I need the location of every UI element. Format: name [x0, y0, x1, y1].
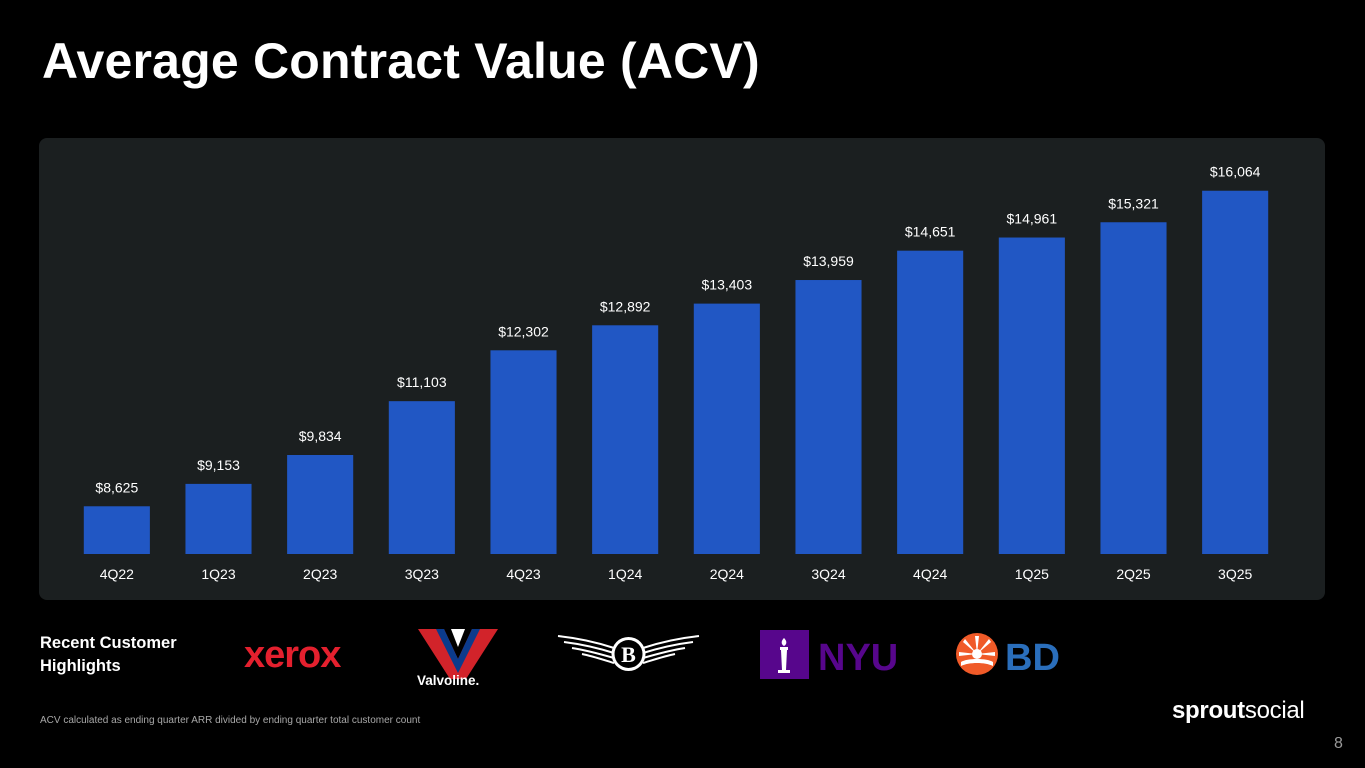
data-label-3Q25: $16,064 [1210, 164, 1261, 180]
x-tick-3Q23: 3Q23 [405, 566, 439, 582]
acv-bar-chart: $8,625 4Q22 $9,153 1Q23 $9,834 2Q23 $11,103 3Q2… [83, 164, 1269, 582]
data-label-3Q23: $11,103 [397, 374, 447, 390]
bar-4Q24 [897, 250, 964, 554]
data-label-2Q25: $15,321 [1108, 195, 1159, 211]
data-label-4Q23: $12,302 [498, 323, 549, 339]
bar-3Q25 [1202, 190, 1269, 554]
brand-light-text: social [1244, 697, 1305, 724]
x-tick-1Q24: 1Q24 [608, 566, 642, 582]
bar-3Q23 [388, 401, 455, 554]
x-tick-4Q24: 4Q24 [913, 566, 947, 582]
sproutsocial-logo: sproutsocial [1172, 697, 1305, 725]
x-tick-4Q23: 4Q23 [506, 566, 540, 582]
data-label-1Q23: $9,153 [197, 457, 240, 473]
xerox-logo: xerox [244, 632, 364, 676]
customer-highlights-label: Recent Customer Highlights [40, 632, 177, 678]
page-number: 8 [1334, 735, 1343, 752]
footnote: ACV calculated as ending quarter ARR div… [40, 715, 421, 726]
x-tick-2Q23: 2Q23 [303, 566, 337, 582]
xerox-logo-text: xerox [244, 634, 341, 676]
x-tick-4Q22: 4Q22 [100, 566, 134, 582]
bar-2Q23 [287, 454, 354, 554]
data-label-1Q25: $14,961 [1007, 211, 1058, 227]
data-label-2Q23: $9,834 [299, 428, 342, 444]
x-tick-1Q25: 1Q25 [1015, 566, 1049, 582]
valvoline-logo-text: Valvoline. [417, 673, 479, 688]
x-tick-3Q25: 3Q25 [1218, 566, 1252, 582]
bd-logo: BD [955, 632, 1075, 679]
bar-4Q22 [83, 506, 150, 554]
data-label-3Q24: $13,959 [803, 253, 854, 269]
data-label-4Q24: $14,651 [905, 224, 956, 240]
bar-1Q25 [998, 237, 1065, 555]
bar-2Q24 [693, 303, 760, 554]
bentley-logo: B [556, 630, 701, 678]
nyu-logo-text: NYU [818, 637, 898, 679]
bentley-logo-text: B [621, 642, 636, 667]
x-tick-2Q24: 2Q24 [710, 566, 744, 582]
x-tick-2Q25: 2Q25 [1116, 566, 1150, 582]
nyu-logo: NYU [760, 630, 905, 680]
bar-3Q24 [795, 280, 862, 554]
data-label-4Q22: $8,625 [95, 479, 138, 495]
bar-4Q23 [490, 350, 557, 554]
bd-logo-text: BD [1005, 637, 1060, 676]
x-tick-3Q24: 3Q24 [811, 566, 845, 582]
x-tick-1Q23: 1Q23 [201, 566, 235, 582]
highlights-label-line2: Highlights [40, 657, 121, 675]
brand-bold-text: sprout [1172, 697, 1245, 724]
valvoline-logo: Valvoline. [414, 627, 504, 689]
bar-1Q23 [185, 483, 252, 554]
data-label-2Q24: $13,403 [702, 277, 753, 293]
data-label-1Q24: $12,892 [600, 298, 651, 314]
bar-2Q25 [1100, 222, 1167, 555]
page-title: Average Contract Value (ACV) [42, 33, 760, 89]
bar-1Q24 [592, 325, 659, 554]
highlights-label-line1: Recent Customer [40, 634, 177, 652]
chart-panel: $8,625 4Q22 $9,153 1Q23 $9,834 2Q23 $11,103 3Q2… [39, 138, 1325, 600]
